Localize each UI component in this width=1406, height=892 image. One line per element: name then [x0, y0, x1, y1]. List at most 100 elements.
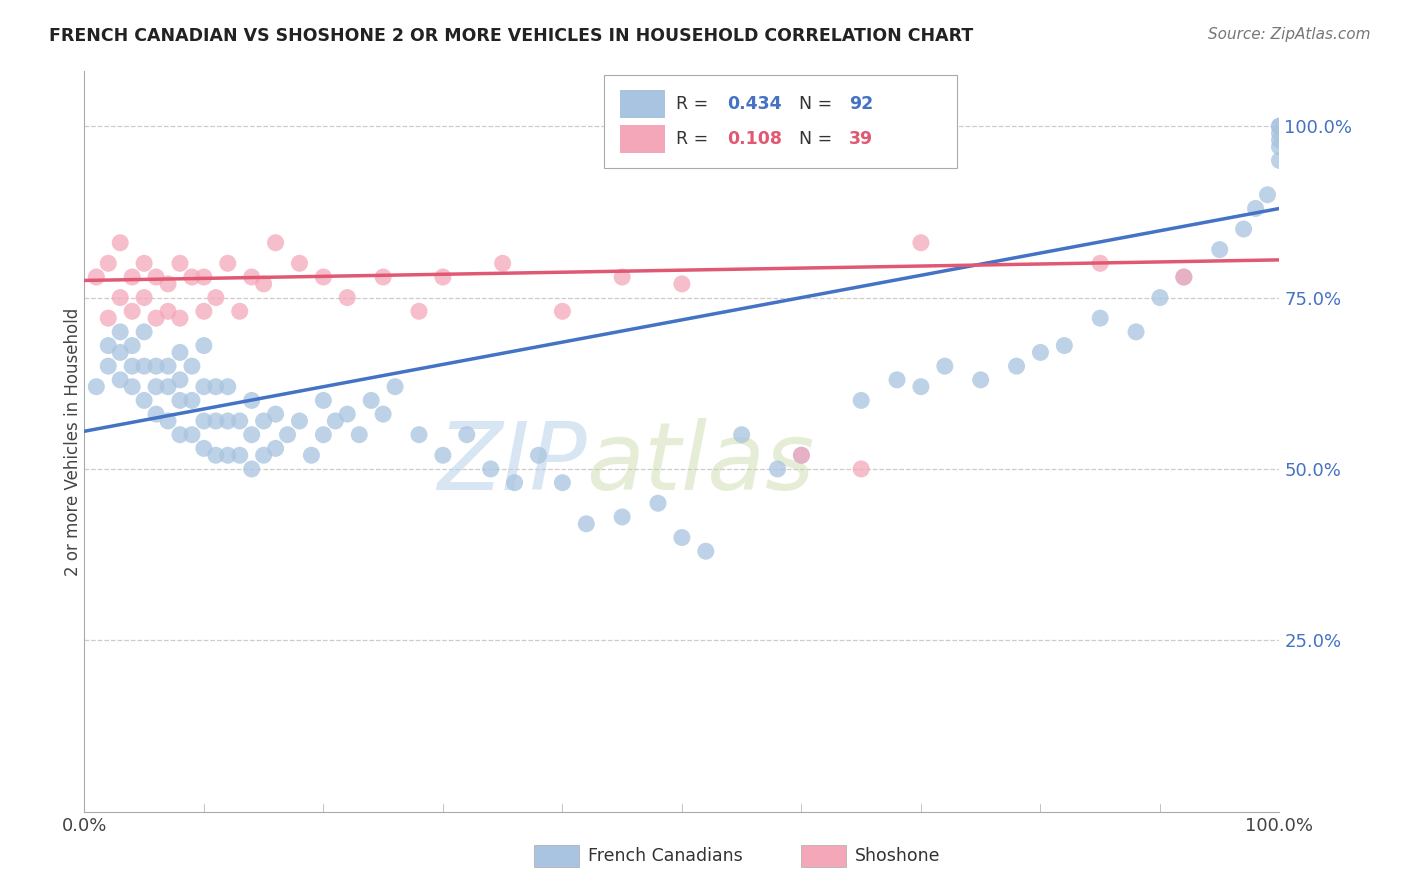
Point: [97, 311, 120, 326]
Bar: [620, 125, 665, 153]
Point: [121, 359, 143, 373]
Point: [1173, 270, 1195, 285]
Point: [766, 462, 789, 476]
Point: [193, 380, 215, 394]
Text: Shoshone: Shoshone: [855, 847, 941, 865]
Point: [121, 380, 143, 394]
Point: [1268, 126, 1291, 140]
Text: N =: N =: [799, 95, 838, 113]
Point: [169, 427, 191, 442]
Text: 92: 92: [849, 95, 873, 113]
Text: 0.434: 0.434: [727, 95, 782, 113]
Point: [193, 270, 215, 285]
Point: [205, 414, 228, 428]
Point: [1005, 359, 1028, 373]
Point: [145, 380, 167, 394]
Point: [671, 277, 693, 291]
Point: [312, 393, 335, 408]
Point: [217, 256, 239, 270]
Point: [1257, 187, 1279, 202]
Y-axis label: 2 or more Vehicles in Household: 2 or more Vehicles in Household: [65, 308, 82, 575]
Point: [647, 496, 669, 510]
Point: [1268, 140, 1291, 154]
Point: [1268, 119, 1291, 133]
Point: [1125, 325, 1147, 339]
Point: [229, 448, 252, 462]
Point: [790, 448, 813, 462]
Point: [157, 304, 180, 318]
Point: [551, 304, 574, 318]
Point: [527, 448, 550, 462]
Point: [145, 407, 167, 421]
Point: [86, 270, 108, 285]
Point: [336, 291, 359, 305]
Point: [97, 338, 120, 352]
Point: [910, 235, 932, 250]
Point: [373, 407, 395, 421]
Point: [408, 304, 430, 318]
Point: [229, 304, 252, 318]
Point: [253, 414, 276, 428]
Point: [612, 510, 634, 524]
Point: [205, 448, 228, 462]
Point: [181, 270, 204, 285]
Point: [456, 427, 478, 442]
Point: [695, 544, 717, 558]
Point: [1244, 202, 1267, 216]
Point: [217, 414, 239, 428]
Point: [110, 325, 132, 339]
Text: Source: ZipAtlas.com: Source: ZipAtlas.com: [1208, 27, 1371, 42]
Point: [86, 380, 108, 394]
Point: [790, 448, 813, 462]
Point: [384, 380, 406, 394]
Text: 0.108: 0.108: [727, 129, 782, 148]
Point: [432, 448, 454, 462]
Point: [432, 270, 454, 285]
Point: [157, 380, 180, 394]
Point: [373, 270, 395, 285]
Point: [157, 414, 180, 428]
Point: [1209, 243, 1232, 257]
Point: [110, 291, 132, 305]
Point: [110, 373, 132, 387]
Point: [229, 414, 252, 428]
Point: [671, 531, 693, 545]
Point: [408, 427, 430, 442]
Point: [1149, 291, 1171, 305]
Point: [121, 270, 143, 285]
Point: [551, 475, 574, 490]
Point: [193, 338, 215, 352]
Point: [851, 462, 873, 476]
Text: R =: R =: [676, 129, 714, 148]
Point: [97, 359, 120, 373]
FancyBboxPatch shape: [605, 75, 957, 168]
Point: [934, 359, 956, 373]
Point: [1029, 345, 1052, 359]
Point: [110, 235, 132, 250]
Point: [1233, 222, 1256, 236]
Point: [312, 427, 335, 442]
Point: [121, 304, 143, 318]
Text: N =: N =: [799, 129, 838, 148]
Point: [110, 345, 132, 359]
Point: [1268, 153, 1291, 168]
Point: [503, 475, 526, 490]
Point: [97, 256, 120, 270]
Point: [132, 359, 156, 373]
Point: [132, 291, 156, 305]
Point: [612, 270, 634, 285]
Point: [240, 462, 263, 476]
Point: [575, 516, 598, 531]
Point: [205, 380, 228, 394]
Point: [325, 414, 347, 428]
Point: [277, 427, 299, 442]
Point: [264, 442, 287, 456]
Point: [886, 373, 908, 387]
Point: [479, 462, 502, 476]
Point: [193, 442, 215, 456]
Text: R =: R =: [676, 95, 714, 113]
Point: [217, 448, 239, 462]
Point: [288, 414, 311, 428]
Point: [240, 393, 263, 408]
Point: [349, 427, 371, 442]
